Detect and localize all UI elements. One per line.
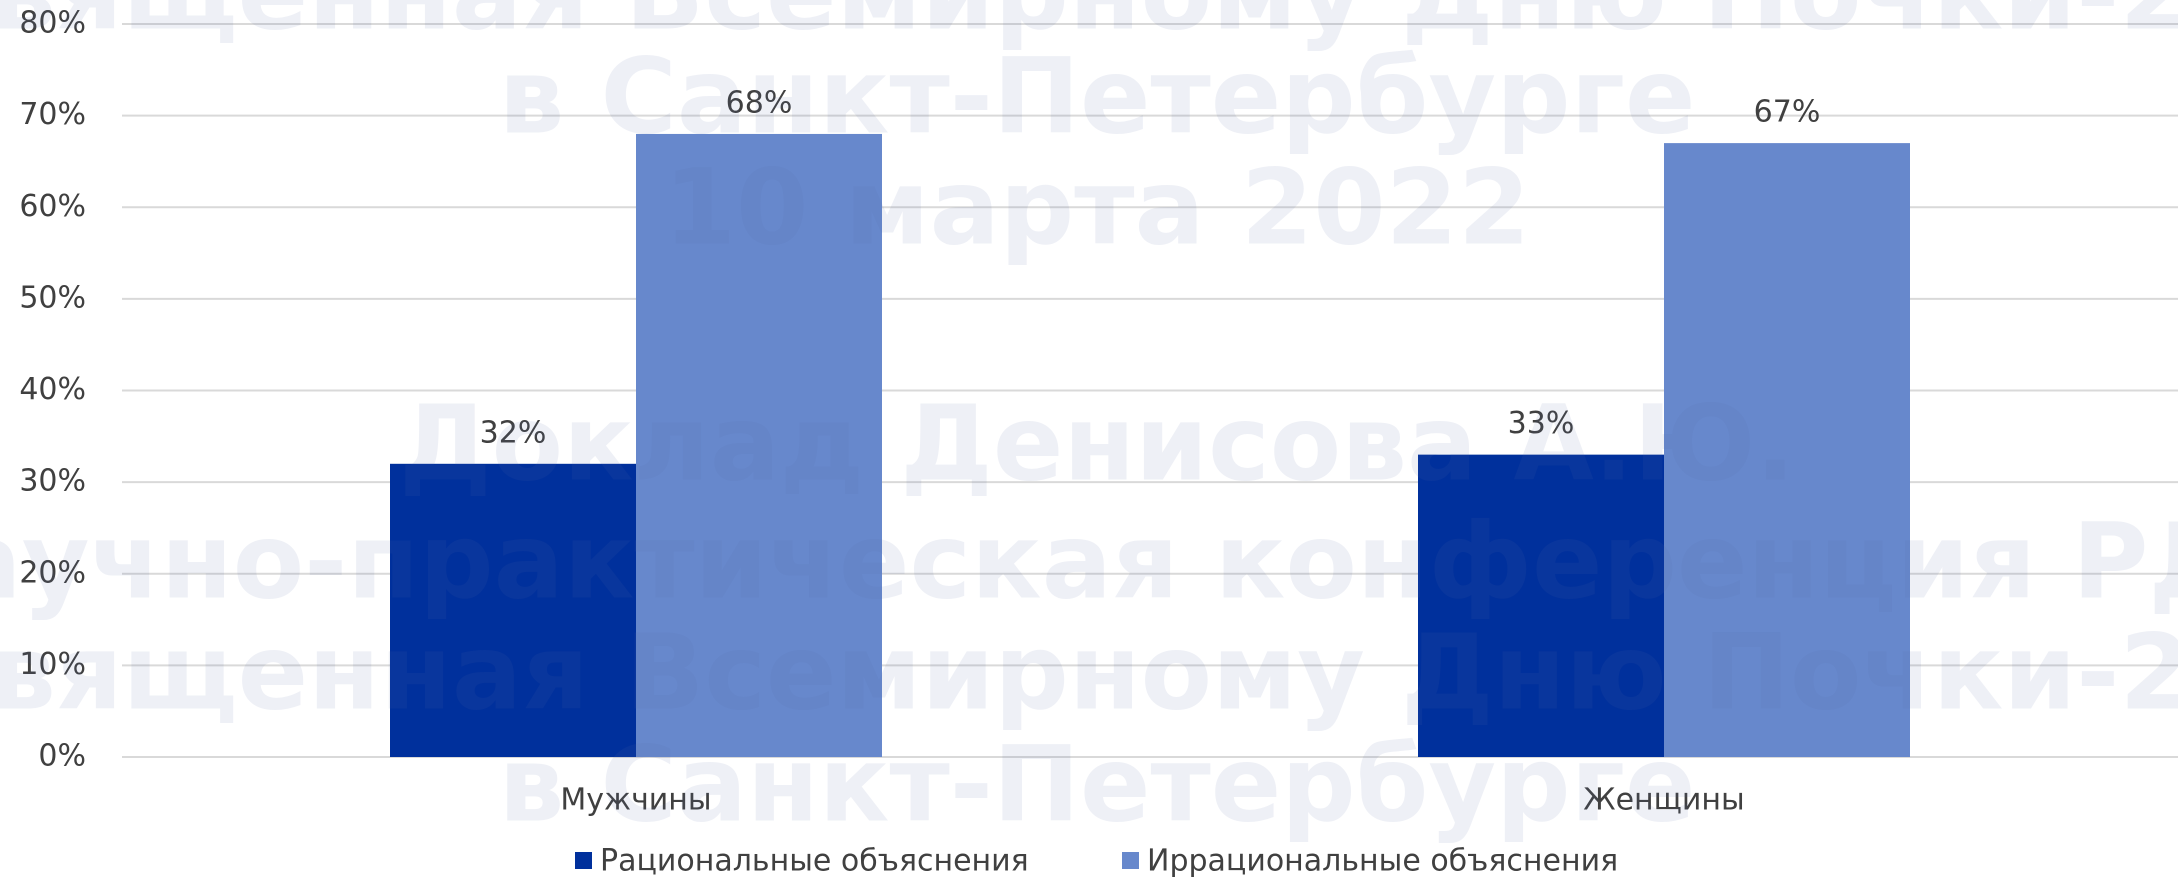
bar <box>1664 143 1910 758</box>
bar <box>636 133 882 757</box>
data-label: 33% <box>1508 406 1575 441</box>
bar <box>1418 454 1664 757</box>
y-tick-label: 50% <box>19 280 86 315</box>
y-tick-label: 30% <box>19 464 86 499</box>
data-label: 68% <box>726 85 793 120</box>
y-tick-label: 10% <box>19 647 86 682</box>
watermark: посвященная Всемирному Дню Почки-2022 <box>0 611 2178 733</box>
y-tick-label: 40% <box>19 372 86 407</box>
watermark: Научно-практическая конференция РДО <box>0 500 2178 622</box>
y-tick-label: 70% <box>19 97 86 132</box>
x-tick-label: Женщины <box>1583 783 1744 818</box>
legend-swatch <box>575 852 592 869</box>
legend-label: Иррациональные объяснения <box>1147 844 1618 879</box>
legend-swatch <box>1122 852 1139 869</box>
data-label: 32% <box>480 415 547 450</box>
bar <box>390 463 636 757</box>
data-label: 67% <box>1754 95 1821 130</box>
watermark: в Санкт-Петербурге <box>499 723 1696 845</box>
watermark: в Санкт-Петербурге <box>499 35 1696 157</box>
watermark: посвященная Всемирному Дню Почки-2022 <box>0 0 2178 53</box>
y-tick-label: 80% <box>19 6 86 41</box>
watermark: 10 марта 2022 <box>664 146 1531 268</box>
y-tick-label: 0% <box>38 739 86 774</box>
y-tick-label: 20% <box>19 555 86 590</box>
legend-label: Рациональные объяснения <box>600 844 1029 879</box>
x-tick-label: Мужчины <box>560 783 711 818</box>
watermark: Доклад Денисова А.Ю. <box>399 382 1795 504</box>
y-tick-label: 60% <box>19 189 86 224</box>
